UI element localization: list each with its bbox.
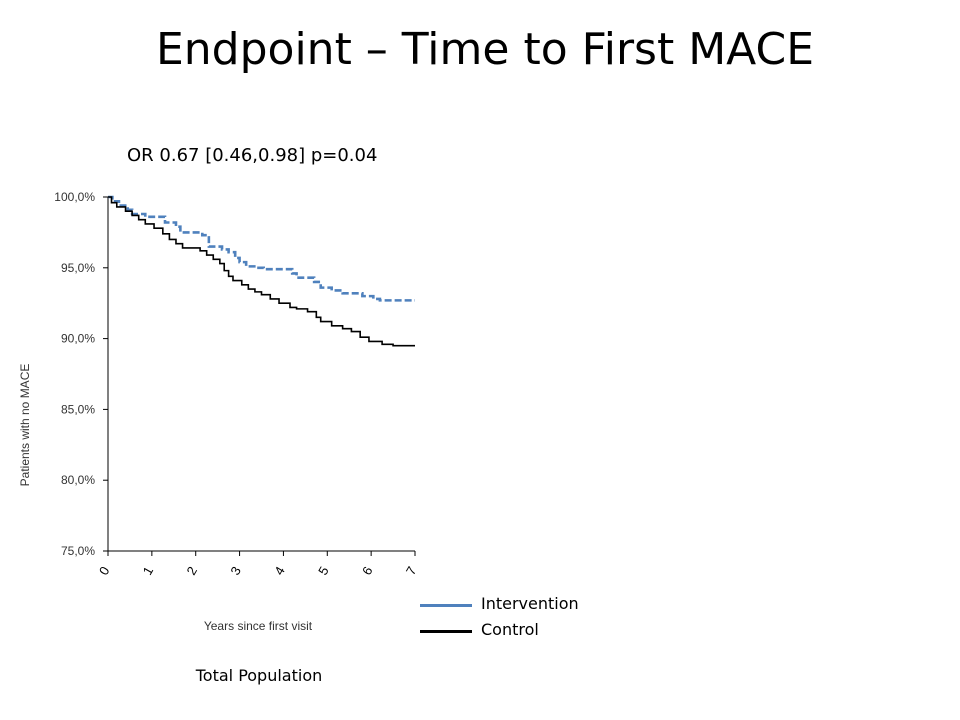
- x-axis-title: Years since first visit: [204, 619, 313, 633]
- slide-title: Endpoint – Time to First MACE: [155, 24, 815, 75]
- y-tick-label-3: 90,0%: [61, 332, 95, 346]
- series-line-control: [108, 196, 415, 347]
- x-tick-label-5: 5: [315, 564, 332, 578]
- x-tick-label-1: 1: [140, 564, 157, 578]
- chart-caption: Total Population: [195, 666, 323, 685]
- legend-swatch-control: [420, 630, 472, 633]
- y-tick-label-0: 75,0%: [61, 544, 95, 558]
- x-tick-label-2: 2: [184, 564, 201, 578]
- legend-swatch-intervention: [420, 604, 472, 607]
- legend-item-control: Control: [418, 618, 618, 644]
- y-tick-label-2: 85,0%: [61, 402, 95, 416]
- legend-label-intervention: Intervention: [481, 594, 579, 613]
- legend-item-intervention: Intervention: [418, 592, 618, 618]
- x-tick-label-4: 4: [271, 564, 288, 578]
- series-line-intervention: [108, 195, 415, 302]
- x-tick-label-6: 6: [359, 564, 376, 578]
- y-tick-label-5: 100,0%: [54, 190, 95, 204]
- chart-legend: Intervention Control: [418, 592, 618, 644]
- x-tick-label-0: 0: [96, 564, 113, 578]
- y-tick-label-4: 95,0%: [61, 261, 95, 275]
- legend-label-control: Control: [481, 620, 539, 639]
- chart-title: OR 0.67 [0.46,0.98] p=0.04: [127, 145, 377, 166]
- y-tick-label-1: 80,0%: [61, 473, 95, 487]
- x-tick-label-7: 7: [403, 564, 420, 578]
- x-tick-label-3: 3: [227, 564, 244, 578]
- y-axis-title: Patients with no MACE: [18, 364, 32, 487]
